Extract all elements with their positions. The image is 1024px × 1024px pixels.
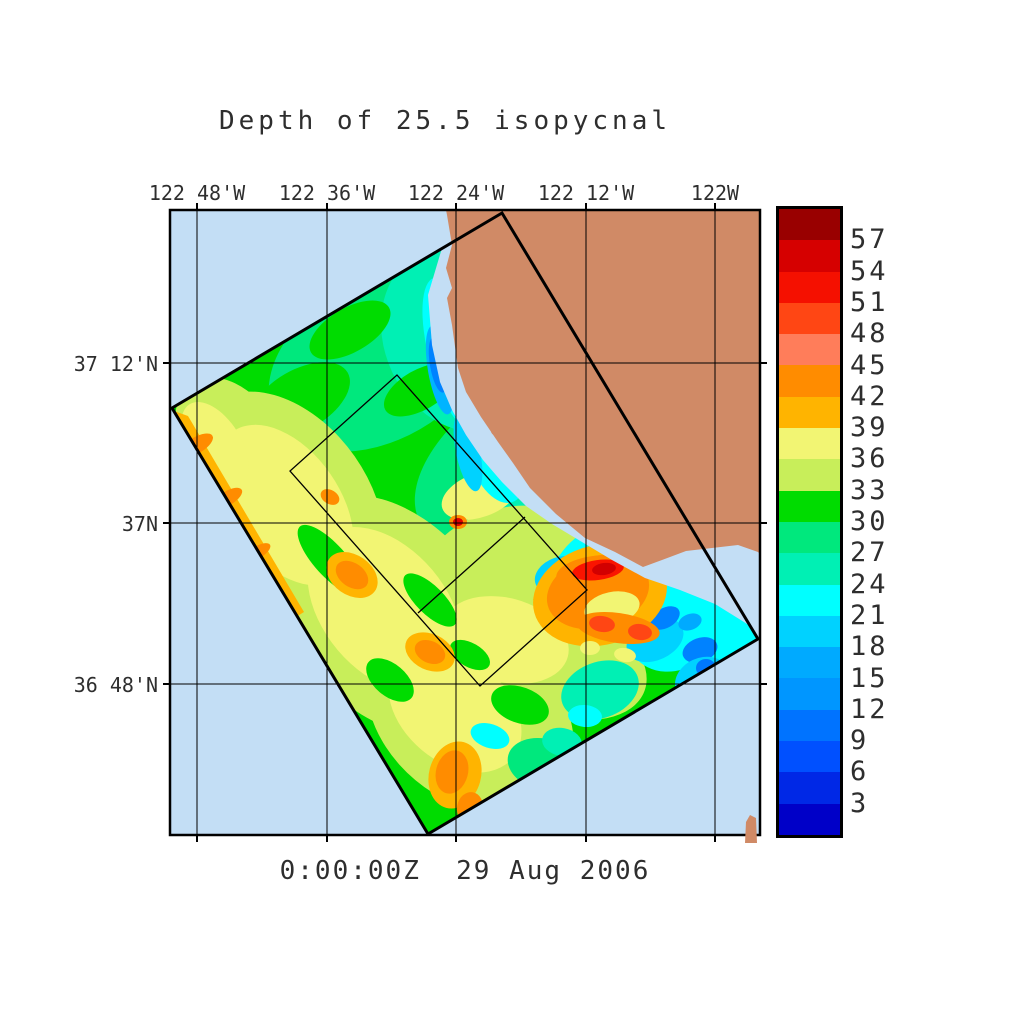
colorbar-segment-48-51: [779, 302, 840, 335]
colorbar-segment-18-21: [779, 615, 840, 648]
colorbar-segment-36-39: [779, 428, 840, 460]
colorbar-tick-label: 21: [850, 599, 889, 631]
land-polygon: [446, 210, 760, 567]
colorbar-segment-24-27: [779, 553, 840, 585]
colorbar-tick-label: 33: [850, 474, 889, 506]
colorbar-tick-label: 54: [850, 255, 889, 287]
colorbar: [776, 206, 843, 838]
grid-lines: [170, 210, 760, 835]
lat-tick-label: 36 48'N: [73, 673, 158, 697]
model-domain-outline: [170, 210, 760, 835]
timestamp-label: 0:00:00Z 29 Aug 2006: [279, 856, 651, 886]
colorbar-segment-39-42: [779, 396, 840, 429]
plot-frame: [168, 208, 762, 837]
colorbar-tick-label: 57: [850, 224, 889, 256]
colorbar-segment-57-60: [779, 209, 840, 241]
colorbar-segment-30-33: [779, 490, 840, 522]
colorbar-tick-label: 15: [850, 662, 889, 694]
lon-tick-label: 122 24'W: [407, 181, 505, 205]
lon-tick-label: 122 48'W: [148, 181, 246, 205]
colorbar-segment-15-18: [779, 647, 840, 679]
colorbar-tick-label: 12: [850, 693, 889, 725]
lon-tick-label: 122W: [690, 181, 740, 205]
colorbar-tick-label: 45: [850, 349, 889, 381]
lon-tick-label: 122 12'W: [537, 181, 635, 205]
map-plot: [163, 203, 767, 843]
colorbar-tick-label: 51: [850, 286, 889, 318]
colorbar-tick-label: 42: [850, 380, 889, 412]
colorbar-segment-0-3: [779, 803, 840, 835]
colorbar-tick-label: 6: [850, 756, 870, 788]
colorbar-segment-12-15: [779, 678, 840, 710]
colorbar-segment-9-12: [779, 709, 840, 742]
land-blob-bottom-right: [745, 815, 757, 843]
lon-tick-label: 122 36'W: [278, 181, 376, 205]
colorbar-segment-54-57: [779, 240, 840, 272]
colorbar-tick-label: 27: [850, 537, 889, 569]
colorbar-segment-45-48: [779, 334, 840, 366]
colorbar-segment-21-24: [779, 584, 840, 616]
colorbar-segment-6-9: [779, 741, 840, 773]
colorbar-tick-label: 18: [850, 631, 889, 663]
small-island: [491, 427, 499, 435]
lat-tick-label: 37 12'N: [73, 352, 158, 376]
colorbar-segment-3-6: [779, 772, 840, 804]
colorbar-tick-label: 39: [850, 412, 889, 444]
nested-domain-outline: [289, 374, 588, 687]
plot-title: Depth of 25.5 isopycnal: [218, 106, 672, 136]
colorbar-tick-label: 30: [850, 506, 889, 537]
colorbar-segment-51-54: [779, 271, 840, 303]
colorbar-tick-label: 3: [850, 787, 870, 819]
colorbar-tick-label: 48: [850, 318, 889, 350]
colorbar-tick-label: 36: [850, 443, 889, 475]
colorbar-segment-42-45: [779, 365, 840, 397]
colorbar-tick-label: 24: [850, 568, 889, 600]
colorbar-tick-label: 9: [850, 725, 870, 757]
colorbar-segment-33-36: [779, 459, 840, 491]
lat-tick-label: 37N: [121, 512, 158, 536]
colorbar-segment-27-30: [779, 521, 840, 554]
